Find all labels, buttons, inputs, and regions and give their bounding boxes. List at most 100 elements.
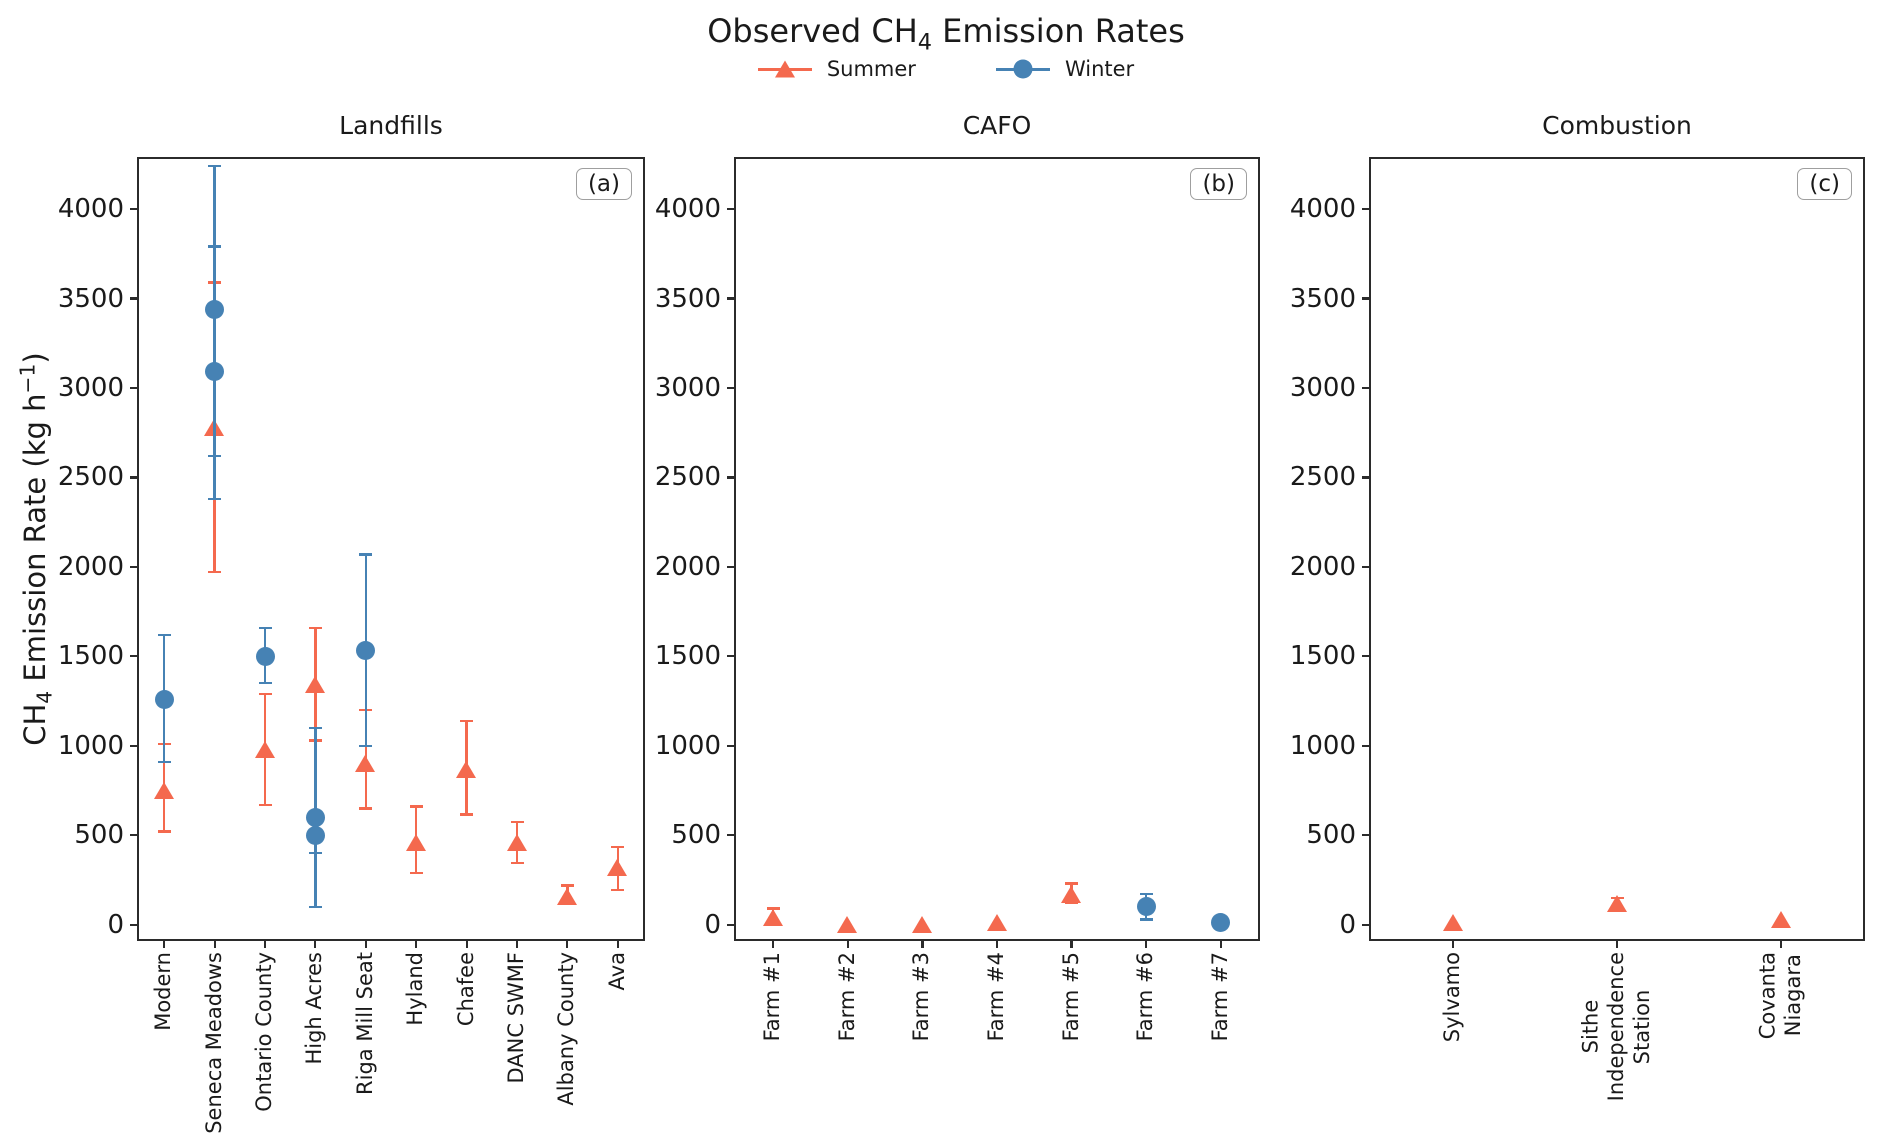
x-tick [314, 939, 317, 948]
error-bar-cap [308, 726, 322, 730]
x-tick-label: Ava [605, 952, 631, 994]
y-tick-label: 2500 [1289, 462, 1356, 493]
error-bar-cap [258, 803, 272, 807]
figure-title-text-2: Emission Rates [932, 12, 1185, 50]
y-tick-label: 0 [704, 909, 721, 940]
x-tick [1145, 939, 1148, 948]
x-tick-label: DANC SWMF [504, 952, 530, 1088]
x-tick [364, 939, 367, 948]
figure-title-subscript: 4 [917, 29, 932, 56]
x-tick-label: Albany County [555, 952, 581, 1110]
x-tick-label-text: DANC SWMF [504, 952, 529, 1084]
y-tick [130, 834, 139, 837]
x-tick-label-text: Farm #5 [1058, 952, 1083, 1042]
error-bar-cap [1065, 902, 1079, 905]
figure-title-text: Observed CH [707, 12, 918, 50]
x-tick-label-text: Sylvamo [1440, 952, 1465, 1043]
panel-title-landfills: Landfills [339, 111, 443, 140]
x-tick-label-text: Farm #7 [1207, 952, 1232, 1042]
y-tick [727, 655, 736, 658]
summer-triangle-marker [1606, 894, 1627, 912]
summer-triangle-marker [304, 676, 325, 694]
summer-triangle-marker [607, 858, 628, 876]
winter-circle-marker [205, 299, 225, 319]
x-tick-label-text: Albany County [554, 952, 579, 1106]
error-bar-cap [766, 907, 780, 910]
y-tick [1362, 565, 1371, 568]
summer-triangle-marker [355, 755, 376, 773]
x-tick [772, 939, 775, 948]
panel-cafo: CAFO (b) 0 500 1000 1500 2000 2500 3000 3500 400… [655, 111, 1260, 1041]
error-bar-cap [208, 164, 222, 168]
y-tick [1362, 655, 1371, 658]
winter-circle-marker [356, 641, 376, 661]
y-tick [130, 386, 139, 390]
x-tick-label-text: Hyland [403, 952, 428, 1026]
y-tick [1362, 834, 1371, 837]
panel-title-combustion: Combustion [1542, 111, 1692, 140]
x-tick-label-text: Farm #4 [984, 952, 1009, 1042]
legend-label-summer: Summer [826, 57, 916, 81]
error-bar-cap [510, 820, 524, 823]
x-tick [921, 939, 924, 948]
x-tick-label: Sithe Independence Station [1579, 952, 1656, 1105]
y-tick-label: 1000 [1289, 730, 1356, 761]
x-tick [616, 939, 619, 948]
y-tick [1362, 744, 1371, 747]
y-tick-label: 0 [1339, 909, 1356, 940]
x-tick-label-text: Farm #1 [760, 952, 785, 1042]
x-tick-label-text: Farm #3 [909, 952, 934, 1042]
y-tick-label: 500 [671, 820, 721, 851]
error-bar-cap [611, 845, 625, 849]
panel-corner-label-a: (a) [575, 168, 632, 200]
x-tick-label-text: Ava [604, 952, 629, 991]
y-tick [130, 297, 139, 300]
plot-area-cafo: (b) 0 500 1000 1500 2000 2500 3000 3500 4000 Farm… [655, 157, 1260, 1041]
summer-triangle-marker [774, 60, 795, 78]
legend: Summer Winter [0, 57, 1892, 81]
x-tick-label-text: Covanta Niagara [1755, 952, 1805, 1040]
y-tick-label: 3500 [654, 283, 721, 314]
x-tick [163, 939, 166, 948]
panel-combustion: Combustion (c) 0 500 1000 1500 2000 2500 3000 3… [1290, 111, 1865, 1101]
x-tick [846, 939, 849, 948]
error-bar-cap [208, 571, 222, 574]
summer-triangle-marker [986, 914, 1007, 932]
error-bar-cap [560, 884, 574, 887]
legend-entry-summer: Summer [757, 57, 916, 81]
y-tick-label: 4000 [1289, 194, 1356, 225]
x-tick [465, 939, 468, 948]
summer-triangle-icon [757, 58, 812, 80]
x-tick-label: Chafee [454, 952, 480, 1030]
plot-area-combustion: (c) 0 500 1000 1500 2000 2500 3000 3500 4000 Sylv… [1290, 157, 1865, 1101]
x-tick-label: Farm #4 [984, 952, 1010, 1045]
y-tick [130, 565, 139, 568]
y-tick-label: 1500 [654, 641, 721, 672]
y-tick-label: 0 [107, 909, 124, 940]
y-tick [727, 565, 736, 568]
y-tick [727, 386, 736, 390]
y-tick-label: 3000 [1289, 372, 1356, 403]
summer-triangle-marker [405, 833, 426, 851]
y-tick-label: 3000 [654, 372, 721, 403]
summer-triangle-marker [506, 833, 527, 851]
y-tick [1362, 297, 1371, 300]
y-tick [727, 744, 736, 747]
y-axis-label-subscript: 4 [32, 690, 57, 704]
summer-triangle-marker [1061, 885, 1082, 903]
summer-triangle-marker [762, 909, 783, 927]
x-tick [995, 939, 999, 948]
x-tick [1779, 939, 1783, 948]
y-tick [1362, 476, 1371, 479]
y-tick [727, 923, 736, 926]
panel-title-cafo: CAFO [962, 111, 1032, 140]
error-bar-cap [208, 245, 222, 248]
legend-label-winter: Winter [1064, 57, 1135, 81]
x-tick-label-text: Chafee [453, 952, 478, 1027]
x-tick-label-text: High Acres [302, 952, 327, 1065]
y-tick [727, 297, 736, 300]
y-tick [1362, 207, 1371, 211]
winter-circle-marker [1013, 59, 1033, 79]
error-bar-cap [359, 553, 373, 556]
y-tick-label: 3500 [57, 283, 124, 314]
